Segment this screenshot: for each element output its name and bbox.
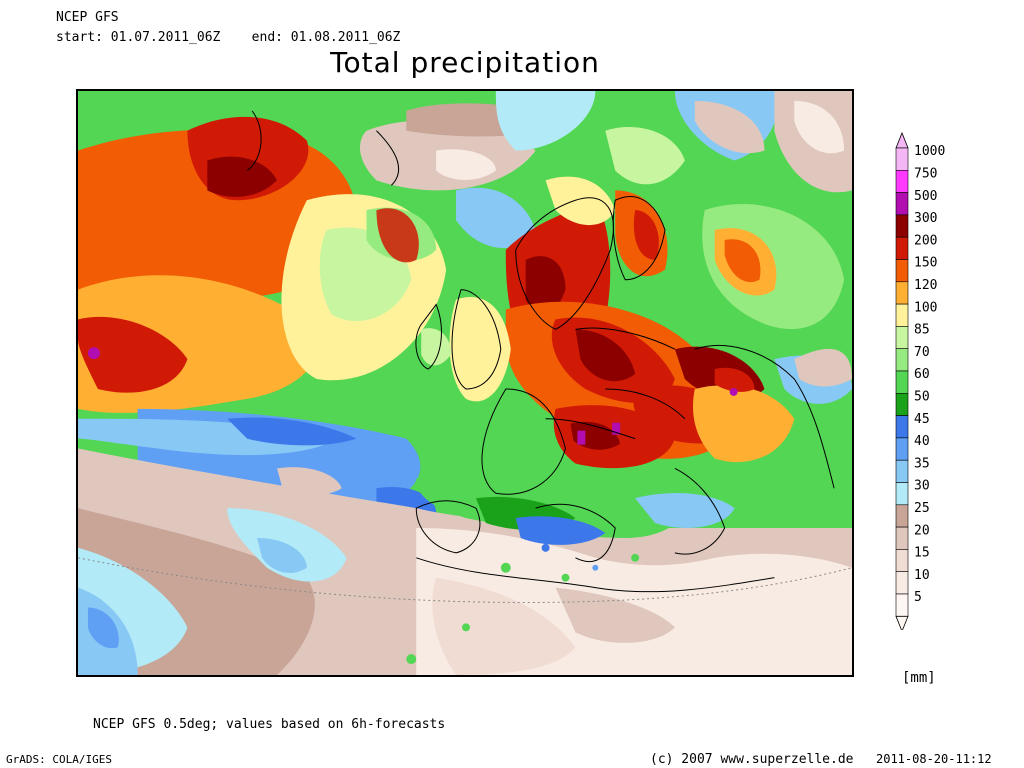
unit-label: [mm] bbox=[902, 670, 936, 686]
legend-swatch-40 bbox=[895, 437, 909, 461]
legend-label-750: 750 bbox=[914, 166, 937, 181]
map-title: Total precipitation bbox=[330, 46, 600, 79]
legend-label-200: 200 bbox=[914, 233, 937, 248]
legend-label-40: 40 bbox=[914, 434, 930, 449]
legend-label-50: 50 bbox=[914, 389, 930, 404]
copyright: (c) 2007 www.superzelle.de bbox=[650, 752, 854, 767]
legend-label-60: 60 bbox=[914, 367, 930, 382]
legend-swatch-750 bbox=[895, 169, 909, 193]
legend-swatch-5 bbox=[895, 593, 909, 617]
model-label: NCEP GFS bbox=[56, 10, 119, 25]
legend-arrow-top bbox=[895, 131, 909, 149]
legend-label-20: 20 bbox=[914, 523, 930, 538]
legend-label-120: 120 bbox=[914, 278, 937, 293]
legend-swatch-45 bbox=[895, 415, 909, 439]
legend-swatch-500 bbox=[895, 192, 909, 216]
legend-arrow-bottom bbox=[895, 615, 909, 630]
period-label: start: 01.07.2011_06Z end: 01.08.2011_06… bbox=[56, 30, 401, 45]
legend-label-5: 5 bbox=[914, 590, 922, 605]
legend-swatch-10 bbox=[895, 571, 909, 595]
legend-swatch-20 bbox=[895, 526, 909, 550]
legend-swatch-35 bbox=[895, 459, 909, 483]
legend-label-100: 100 bbox=[914, 300, 937, 315]
legend-swatch-85 bbox=[895, 326, 909, 349]
color-legend: 1000 750 500 300 200 150 120 100 85 70 60 50 45 40 35 3… bbox=[895, 131, 945, 630]
legend-swatch-60 bbox=[895, 370, 909, 394]
legend-label-30: 30 bbox=[914, 479, 930, 494]
legend-swatch-15 bbox=[895, 549, 909, 572]
legend-label-35: 35 bbox=[914, 456, 930, 471]
legend-label-15: 15 bbox=[914, 546, 930, 561]
software-credit: GrADS: COLA/IGES bbox=[6, 753, 112, 766]
legend-label-10: 10 bbox=[914, 568, 930, 583]
legend-swatch-70 bbox=[895, 348, 909, 372]
legend-swatch-120 bbox=[895, 281, 909, 305]
legend-swatch-150 bbox=[895, 259, 909, 283]
legend-label-1000: 1000 bbox=[914, 144, 945, 159]
legend-label-300: 300 bbox=[914, 211, 937, 226]
legend-swatch-50 bbox=[895, 392, 909, 416]
legend-label-150: 150 bbox=[914, 256, 937, 271]
legend-swatch-1000 bbox=[895, 147, 909, 171]
timestamp: 2011-08-20-11:12 bbox=[876, 752, 992, 766]
legend-swatch-200 bbox=[895, 236, 909, 260]
legend-label-85: 85 bbox=[914, 323, 930, 338]
footnote: NCEP GFS 0.5deg; values based on 6h-fore… bbox=[93, 717, 446, 732]
legend-label-25: 25 bbox=[914, 501, 930, 516]
legend-label-45: 45 bbox=[914, 412, 930, 427]
precipitation-map bbox=[76, 89, 854, 677]
legend-label-500: 500 bbox=[914, 189, 937, 204]
legend-swatch-300 bbox=[895, 214, 909, 238]
legend-label-70: 70 bbox=[914, 345, 930, 360]
legend-swatch-25 bbox=[895, 504, 909, 528]
legend-swatch-30 bbox=[895, 482, 909, 506]
legend-swatch-100 bbox=[895, 303, 909, 327]
